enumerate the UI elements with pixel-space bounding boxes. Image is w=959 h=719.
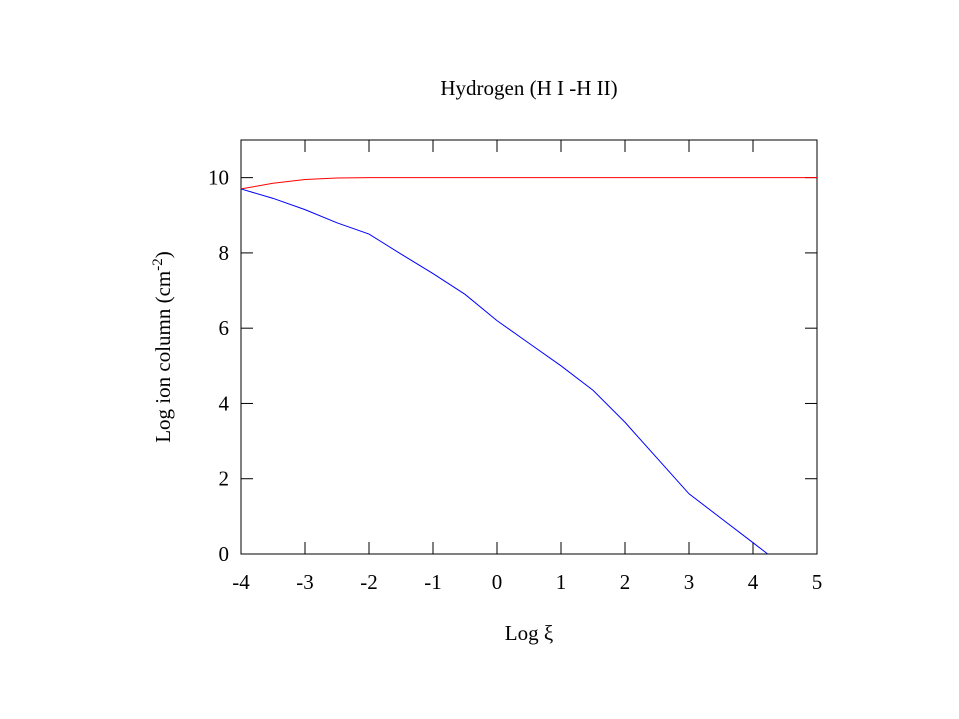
chart-title: Hydrogen (H I -H II) [440,76,617,100]
y-tick-label: 2 [219,467,230,491]
y-tick-label: 0 [219,542,230,566]
x-tick-label: 3 [684,570,695,594]
y-tick-label: 6 [219,316,230,340]
y-tick-label: 8 [219,241,230,265]
plot-frame [240,139,818,555]
x-tick-label: 4 [748,570,759,594]
x-tick-label: -4 [232,570,250,594]
y-tick-label: 10 [208,166,229,190]
series-line [240,188,769,555]
series-line [240,177,817,190]
x-tick-label: -3 [296,570,314,594]
x-tick-label: 5 [812,570,823,594]
y-label-end: ) [151,251,175,258]
x-tick-label: 2 [620,570,631,594]
x-tick-label: -1 [424,570,442,594]
y-axis-label: Log ion column (cm-2) [150,251,175,443]
y-label-sup: -2 [150,258,166,271]
y-label-main: Log ion column (cm [151,271,175,443]
x-tick-label: -2 [360,570,378,594]
y-tick-label: 4 [219,391,230,415]
x-tick-label: 1 [556,570,567,594]
x-axis-label: Log ξ [505,621,553,645]
x-tick-label: 0 [492,570,503,594]
